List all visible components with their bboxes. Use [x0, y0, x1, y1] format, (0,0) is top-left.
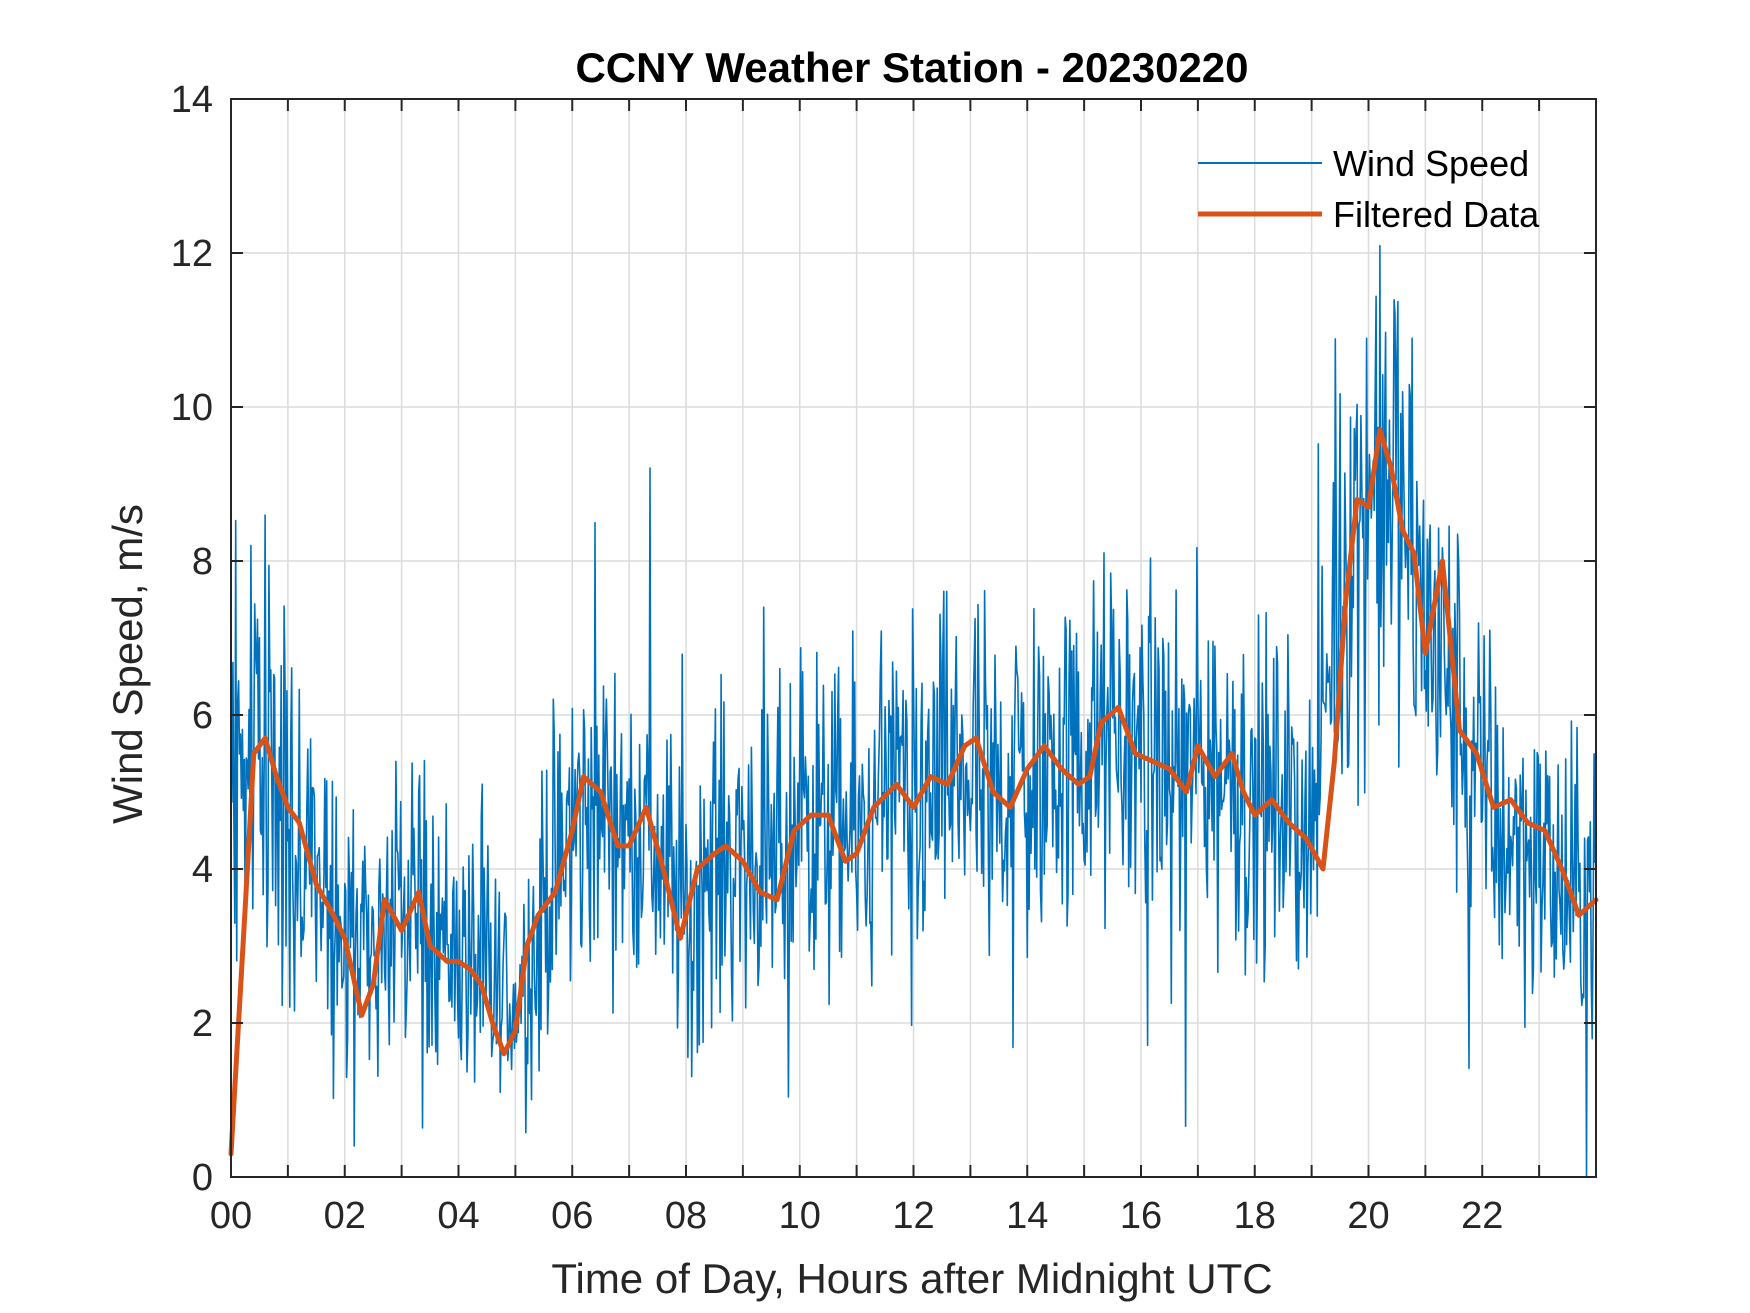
y-tick-label: 4: [192, 849, 213, 891]
series-line-filtered-data: [228, 427, 1599, 1157]
axis-ticks: [231, 98, 1596, 1178]
legend-label-wind-speed: Wind Speed: [1333, 143, 1529, 184]
x-tick-label: 12: [892, 1195, 934, 1237]
x-tick-label: 10: [779, 1195, 821, 1237]
x-tick-label: 22: [1461, 1195, 1503, 1237]
y-tick-label: 10: [171, 387, 213, 429]
x-tick-label: 02: [324, 1195, 366, 1237]
y-axis-label: Wind Speed, m/s: [104, 504, 151, 824]
y-tick-label: 0: [192, 1157, 213, 1199]
x-tick-label: 14: [1006, 1195, 1048, 1237]
x-tick-label: 00: [210, 1195, 252, 1237]
y-tick-label: 2: [192, 1003, 213, 1045]
x-tick-label: 08: [665, 1195, 707, 1237]
x-tick-label: 16: [1120, 1195, 1162, 1237]
series-layer: [228, 244, 1599, 1178]
y-tick-label: 12: [171, 233, 213, 275]
y-tick-label: 8: [192, 541, 213, 583]
x-axis-label: Time of Day, Hours after Midnight UTC: [551, 1255, 1272, 1302]
legend: Wind Speed Filtered Data: [1198, 143, 1540, 235]
x-tick-label: 18: [1234, 1195, 1276, 1237]
chart-title: CCNY Weather Station - 20230220: [575, 44, 1248, 91]
y-tick-label: 14: [171, 79, 213, 121]
y-tick-label: 6: [192, 695, 213, 737]
x-tick-label: 04: [437, 1195, 479, 1237]
x-tick-label: 20: [1347, 1195, 1389, 1237]
legend-label-filtered-data: Filtered Data: [1333, 194, 1540, 235]
x-tick-label: 06: [551, 1195, 593, 1237]
